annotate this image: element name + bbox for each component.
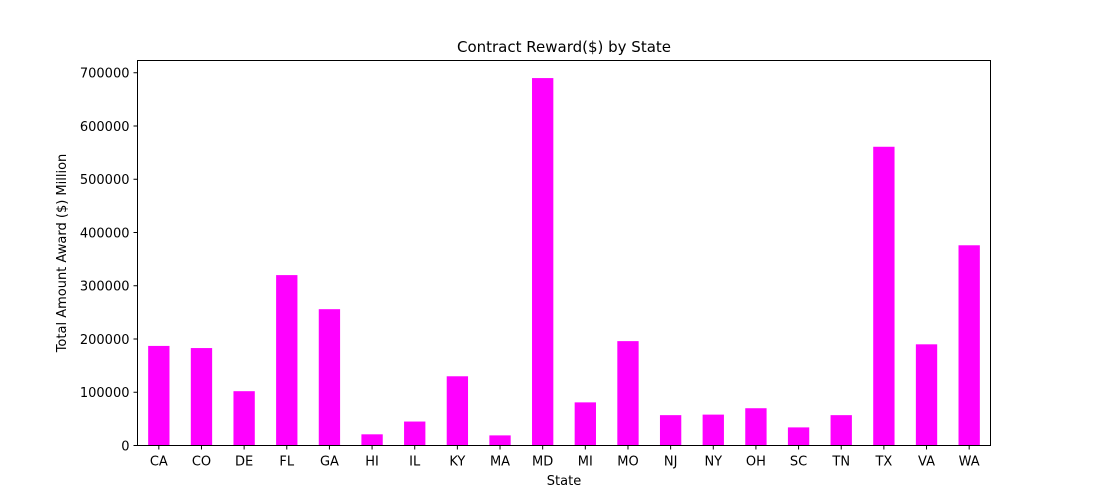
bar-va xyxy=(915,344,938,446)
x-tick-label: TX xyxy=(874,455,892,470)
bar-ga xyxy=(318,309,341,446)
bar-md xyxy=(532,78,554,446)
bar-nj xyxy=(659,415,682,446)
x-tick-label: TN xyxy=(831,455,850,470)
y-tick-label: 700000 xyxy=(80,67,130,82)
x-tick-label: MA xyxy=(490,455,510,470)
y-tick-label: 400000 xyxy=(80,226,130,241)
x-tick-label: MO xyxy=(617,455,638,470)
x-axis-ticks: CA CO DE FL GA HI IL KY MA MD MI MO NJ NY OH SC TN TX VA WA xyxy=(150,445,980,470)
x-tick-label: CO xyxy=(192,455,211,470)
bar-ca xyxy=(148,345,170,446)
x-tick-label: KY xyxy=(449,455,465,470)
x-tick-label: IL xyxy=(409,455,421,470)
x-tick-label: DE xyxy=(235,455,253,470)
bar-wa xyxy=(958,245,980,446)
bar-tx xyxy=(873,146,895,446)
bar-hi xyxy=(361,434,383,446)
x-tick-label: SC xyxy=(790,455,807,470)
x-tick-label: MI xyxy=(578,455,593,470)
bar-ma xyxy=(489,435,511,446)
x-tick-label: WA xyxy=(959,455,980,470)
plot-frame xyxy=(137,60,991,446)
y-tick-label: 0 xyxy=(121,440,129,455)
y-tick-label: 100000 xyxy=(80,386,130,401)
x-tick-label: NY xyxy=(704,455,722,470)
x-tick-label: MD xyxy=(532,455,553,470)
y-axis-ticks: 0 100000 200000 300000 400000 500000 600000 700… xyxy=(80,67,138,455)
bar-co xyxy=(190,348,213,446)
bar-il xyxy=(404,421,426,446)
y-tick-label: 300000 xyxy=(80,280,130,295)
bar-mi xyxy=(574,402,596,446)
bar-ky xyxy=(446,376,469,446)
bar-fl xyxy=(276,275,298,446)
x-tick-label: OH xyxy=(746,455,766,470)
bar-sc xyxy=(787,427,810,446)
y-tick-label: 500000 xyxy=(80,173,130,188)
x-tick-label: HI xyxy=(365,455,379,470)
chart-title: Contract Reward($) by State xyxy=(457,38,671,56)
x-axis-label: State xyxy=(547,474,581,489)
bars-group xyxy=(148,78,980,446)
y-tick-label: 600000 xyxy=(80,120,130,135)
x-tick-label: CA xyxy=(150,455,168,470)
bar-de xyxy=(233,391,255,446)
y-axis-label: Total Amount Award ($) Million xyxy=(55,154,70,354)
x-tick-label: GA xyxy=(320,455,339,470)
bar-oh xyxy=(745,408,767,446)
y-tick-label: 200000 xyxy=(80,333,130,348)
x-tick-label: FL xyxy=(279,455,294,470)
bar-mo xyxy=(617,341,639,446)
bar-ny xyxy=(702,414,724,446)
bar-tn xyxy=(830,415,852,446)
x-tick-label: VA xyxy=(918,455,935,470)
x-tick-label: NJ xyxy=(664,455,678,470)
